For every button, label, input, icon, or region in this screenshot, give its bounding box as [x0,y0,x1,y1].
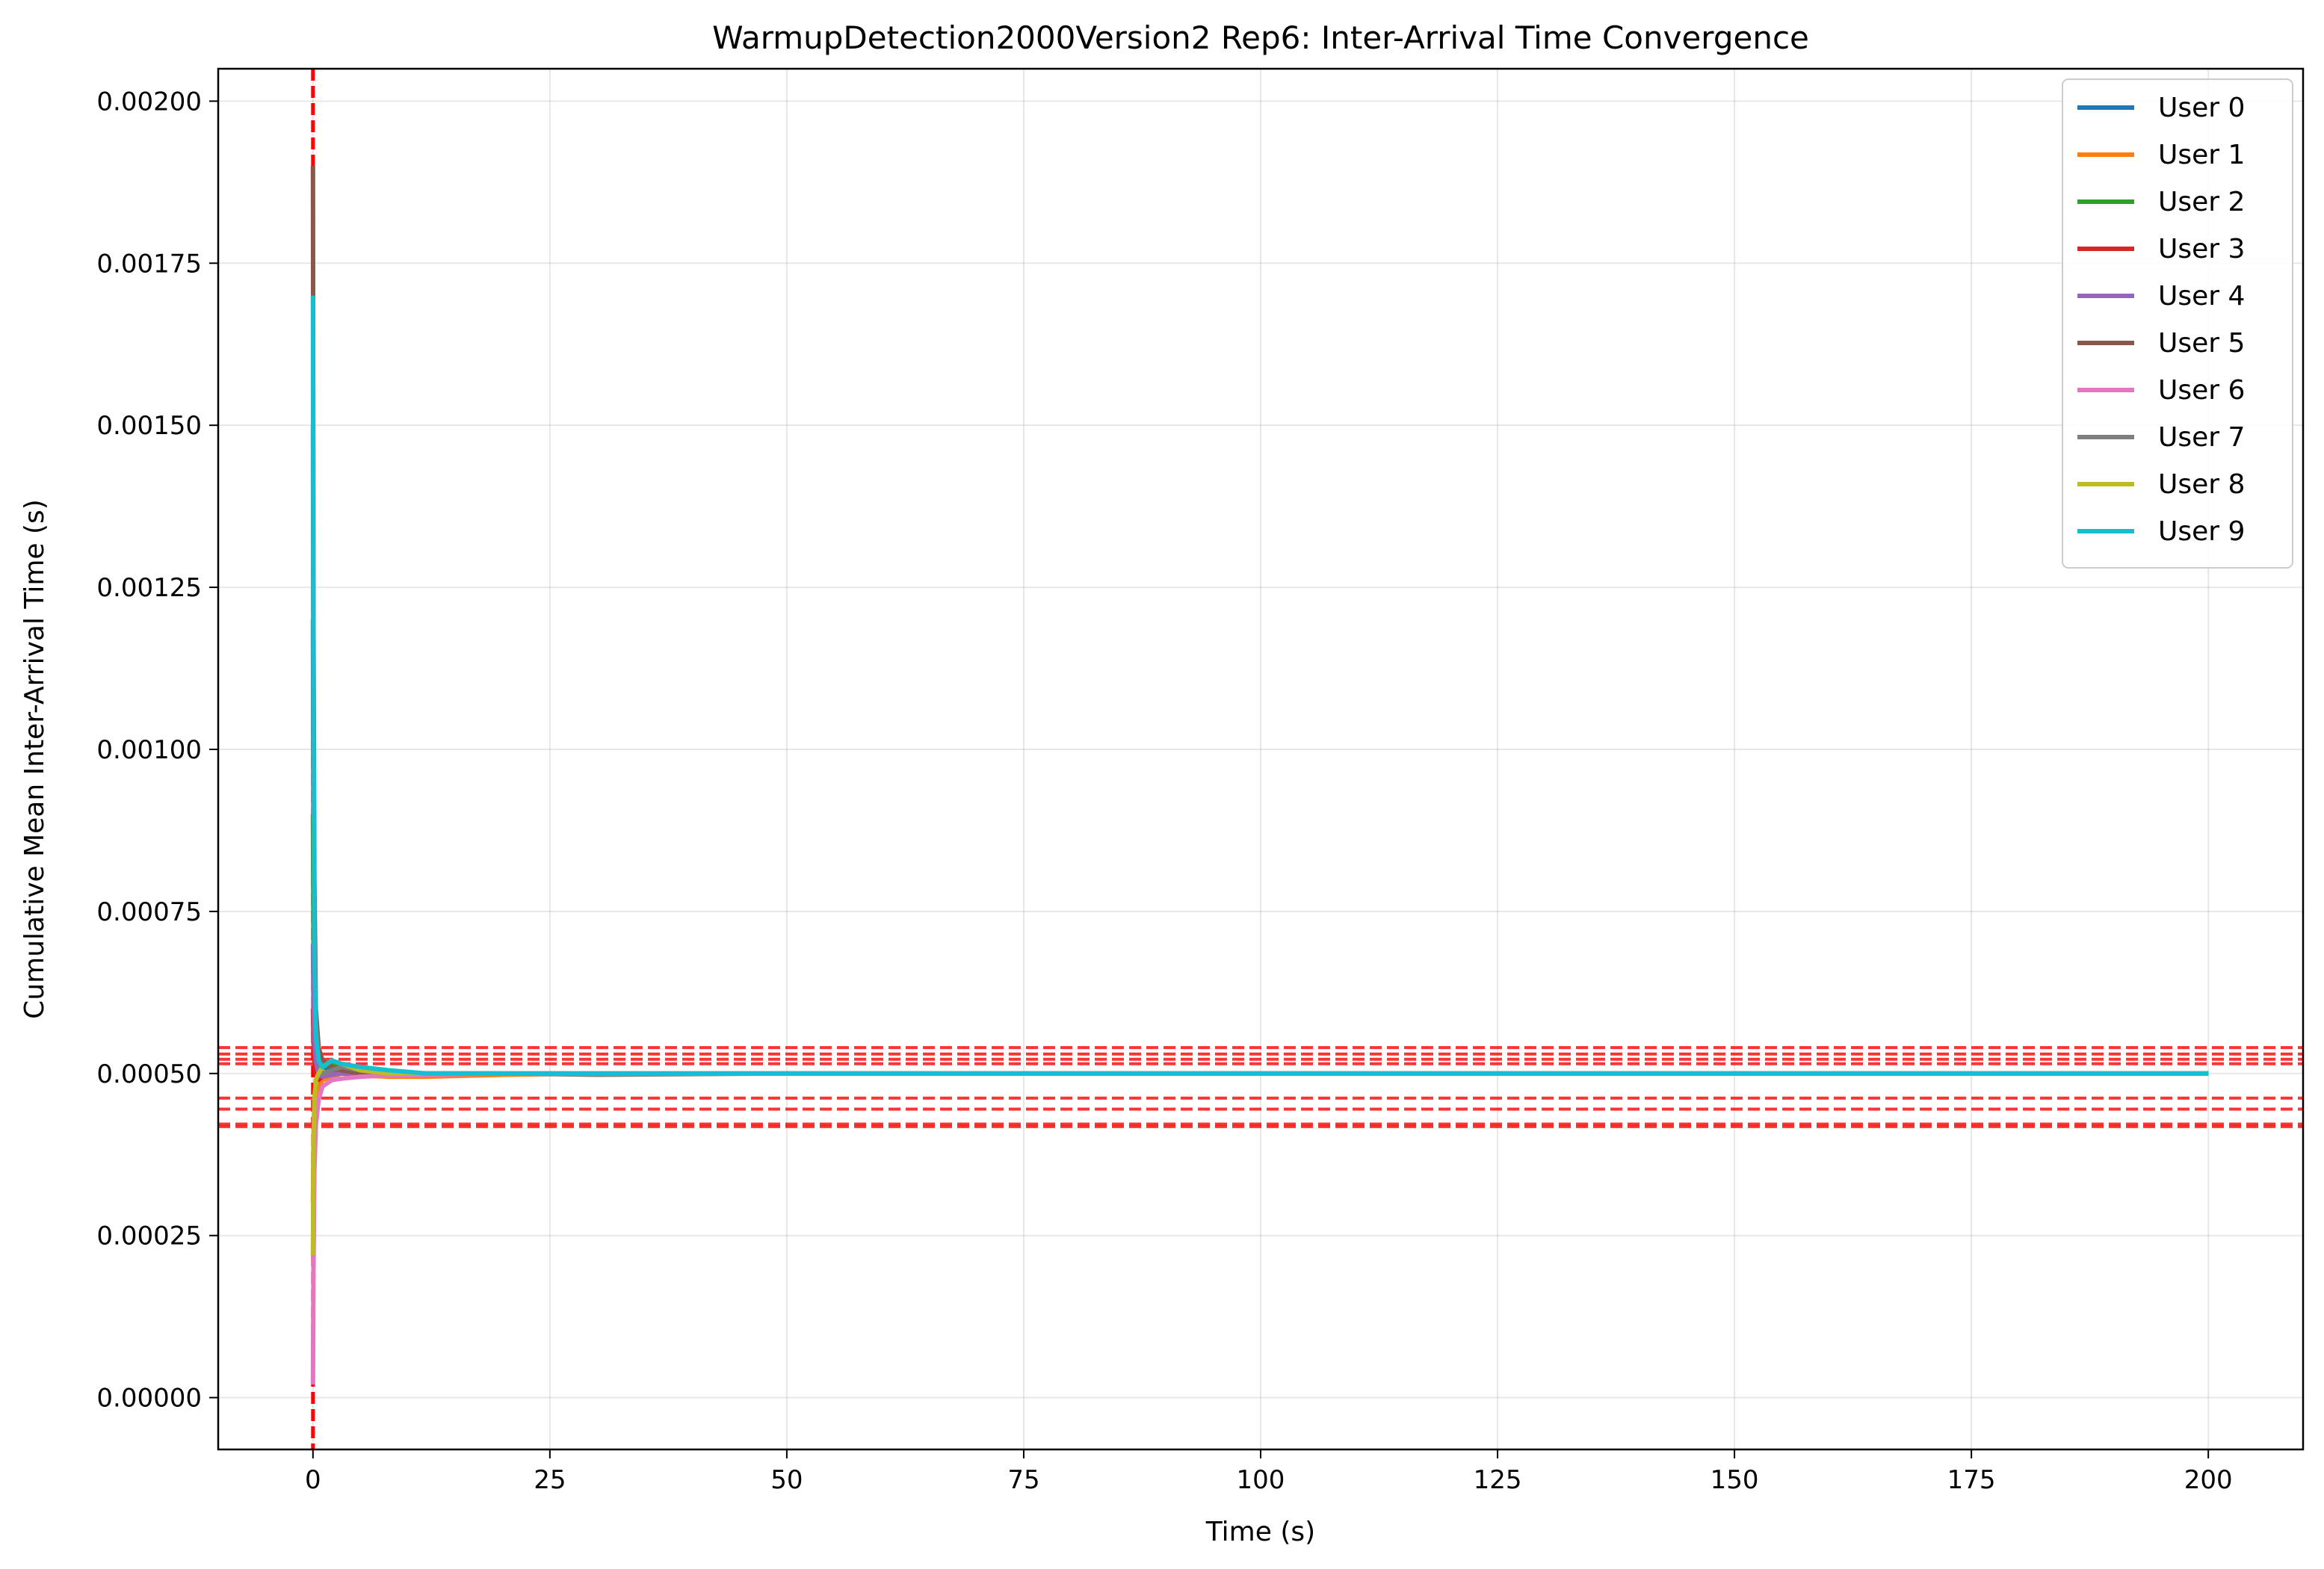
legend-label: User 4 [2158,281,2245,312]
legend-label: User 1 [2158,140,2245,170]
legend-label: User 5 [2158,328,2245,359]
x-tick-label: 200 [2184,1465,2233,1495]
legend-label: User 0 [2158,93,2245,123]
x-tick-label: 125 [1474,1465,1522,1495]
legend-label: User 9 [2158,516,2245,547]
y-axis-ticks: 0.00000 0.00025 0.00050 0.00075 0.00100 0.001… [96,87,218,1414]
legend-label: User 8 [2158,469,2245,500]
y-tick-label: 0.00100 [96,735,202,765]
y-tick-label: 0.00175 [96,249,202,279]
legend-label: User 6 [2158,375,2245,406]
x-tick-label: 75 [1007,1465,1039,1495]
legend-label: User 2 [2158,187,2245,217]
x-tick-label: 100 [1237,1465,1285,1495]
series-lines [310,166,2209,1385]
x-tick-label: 175 [1947,1465,1996,1495]
x-axis-label: Time (s) [1205,1517,1315,1547]
y-tick-label: 0.00000 [96,1384,202,1414]
legend-label: User 3 [2158,234,2245,264]
x-tick-label: 150 [1710,1465,1759,1495]
y-tick-label: 0.00150 [96,411,202,441]
x-tick-label: 50 [770,1465,803,1495]
x-tick-label: 25 [534,1465,566,1495]
series-line [310,295,2209,1076]
y-tick-label: 0.00200 [96,87,202,117]
legend-label: User 7 [2158,422,2245,453]
y-tick-label: 0.00125 [96,573,202,603]
legend: User 0 User 1 User 2 User 3 User 4 User 5 User… [2062,78,2293,569]
y-tick-label: 0.00075 [96,897,202,927]
y-axis-label: Cumulative Mean Inter-Arrival Time (s) [19,499,50,1019]
x-tick-label: 0 [305,1465,321,1495]
x-axis-ticks: 0 25 50 75 100 125 150 175 200 [305,1449,2233,1495]
chart-title: WarmupDetection2000Version2 Rep6: Inter-… [712,19,1809,56]
y-tick-label: 0.00050 [96,1059,202,1089]
y-tick-label: 0.00025 [96,1222,202,1251]
